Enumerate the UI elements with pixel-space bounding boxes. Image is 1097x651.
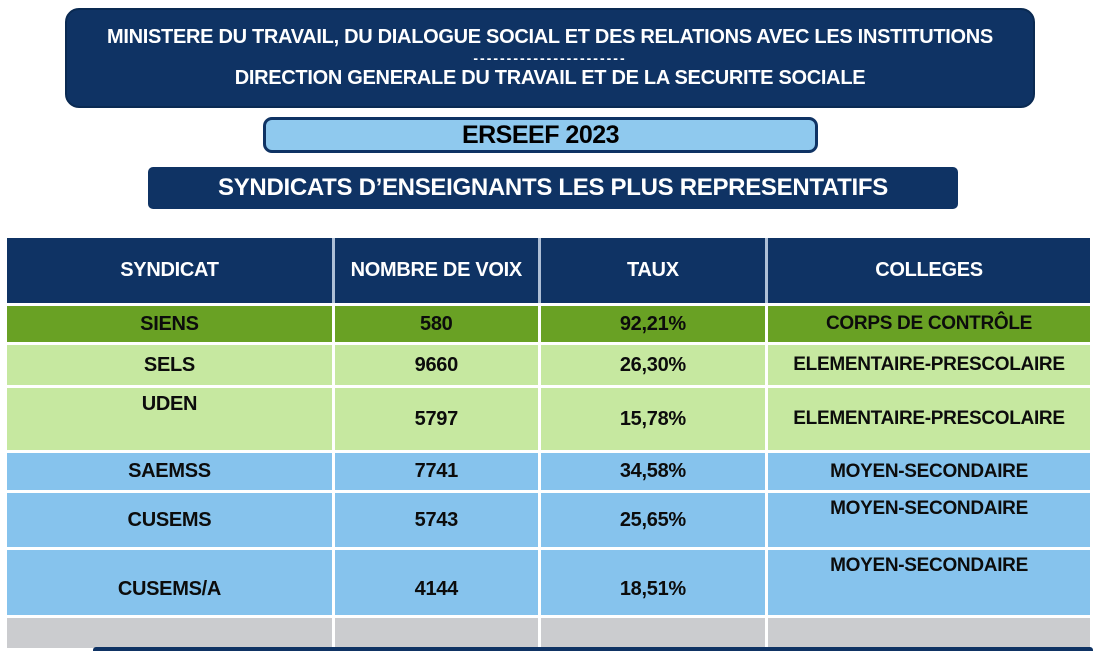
table-row-saemss: SAEMSS 7741 34,58% MOYEN-SECONDAIRE [7, 453, 1090, 490]
direction-title: DIRECTION GENERALE DU TRAVAIL ET DE LA S… [234, 67, 866, 89]
erseef-banner: ERSEEF 2023 [263, 117, 818, 153]
subtitle-label: SYNDICATS D’ENSEIGNANTS LES PLUS REPRESE… [218, 174, 888, 201]
table-header-row: SYNDICAT NOMBRE DE VOIX TAUX COLLEGES [7, 238, 1090, 303]
cell-taux: 26,30% [537, 345, 765, 385]
cell-voix: 9660 [331, 345, 538, 385]
column-header-colleges: COLLEGES [765, 238, 1090, 303]
cell-college: MOYEN-SECONDAIRE [765, 550, 1090, 615]
table-row-cusems: CUSEMS 5743 25,65% MOYEN-SECONDAIRE [7, 493, 1090, 547]
cell-syndicat: SAEMSS [128, 460, 211, 482]
erseef-label: ERSEEF 2023 [461, 120, 620, 149]
table-row-empty [7, 618, 1090, 648]
table-row-uden: UDEN 5797 15,78% ELEMENTAIRE-PRESCOLAIRE [7, 388, 1090, 450]
cell-taux: 25,65% [537, 493, 765, 547]
table-row-sels: SELS 9660 26,30% ELEMENTAIRE-PRESCOLAIRE [7, 345, 1090, 385]
cell-taux: 92,21% [537, 306, 765, 342]
cell-taux [537, 618, 765, 648]
subtitle-banner: SYNDICATS D’ENSEIGNANTS LES PLUS REPRESE… [148, 167, 958, 209]
cell-voix: 580 [331, 306, 538, 342]
cell-voix: 7741 [331, 453, 538, 490]
cell-syndicat [7, 618, 332, 648]
cell-taux: 15,78% [537, 388, 765, 450]
column-header-syndicat: SYNDICAT [120, 259, 219, 281]
table-row-cusems-a: CUSEMS/A 4144 18,51% MOYEN-SECONDAIRE [7, 550, 1090, 615]
cell-taux: 34,58% [537, 453, 765, 490]
cell-college: CORPS DE CONTRÔLE [765, 306, 1090, 342]
cell-syndicat: CUSEMS [127, 508, 212, 531]
syndicats-table: SYNDICAT NOMBRE DE VOIX TAUX COLLEGES SI… [7, 238, 1090, 648]
bottom-navy-strip [93, 647, 1093, 651]
header-separator: ----------------------- [473, 50, 627, 66]
cell-college [765, 618, 1090, 648]
cell-syndicat: CUSEMS/A [117, 578, 222, 600]
cell-college: MOYEN-SECONDAIRE [765, 493, 1090, 547]
ministry-title: MINISTERE DU TRAVAIL, DU DIALOGUE SOCIAL… [107, 26, 993, 48]
cell-voix: 5743 [331, 493, 538, 547]
column-header-taux: TAUX [537, 238, 765, 303]
cell-voix: 5797 [331, 388, 538, 450]
cell-voix: 4144 [331, 550, 538, 615]
cell-college: ELEMENTAIRE-PRESCOLAIRE [765, 345, 1090, 385]
cell-college: MOYEN-SECONDAIRE [765, 453, 1090, 490]
cell-college: ELEMENTAIRE-PRESCOLAIRE [765, 388, 1090, 450]
cell-syndicat: SIENS [140, 312, 199, 335]
table-row-siens: SIENS 580 92,21% CORPS DE CONTRÔLE [7, 306, 1090, 342]
cell-syndicat: SELS [143, 353, 195, 376]
ministry-header-box: MINISTERE DU TRAVAIL, DU DIALOGUE SOCIAL… [65, 8, 1035, 108]
cell-taux: 18,51% [537, 550, 765, 615]
cell-voix [331, 618, 538, 648]
cell-syndicat: UDEN [141, 393, 198, 415]
column-header-nombre-de-voix: NOMBRE DE VOIX [331, 238, 538, 303]
